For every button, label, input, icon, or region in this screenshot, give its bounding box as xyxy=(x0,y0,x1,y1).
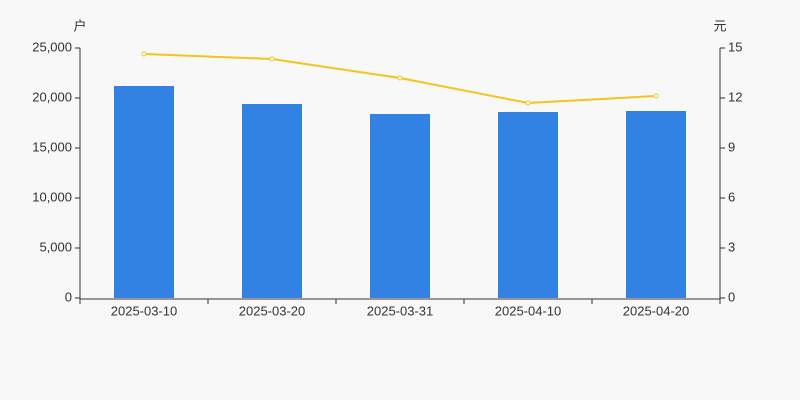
y2-tick-label: 12 xyxy=(728,89,742,104)
bar xyxy=(370,114,430,298)
y2-tick-label: 9 xyxy=(728,139,735,154)
line-point xyxy=(397,75,403,81)
y-tick-label: 0 xyxy=(65,289,72,304)
x-tick-label: 2025-04-20 xyxy=(623,303,690,318)
y2-tick-label: 6 xyxy=(728,189,735,204)
y-axis-unit: 户 xyxy=(73,18,86,33)
bar xyxy=(498,112,558,298)
y-tick-label: 25,000 xyxy=(32,39,72,54)
x-tick-label: 2025-04-10 xyxy=(495,303,562,318)
y-tick-label: 20,000 xyxy=(32,89,72,104)
line-point xyxy=(141,51,147,57)
x-tick-label: 2025-03-10 xyxy=(111,303,178,318)
bar xyxy=(626,111,686,298)
line-point xyxy=(269,56,275,62)
y-tick-label: 5,000 xyxy=(39,239,72,254)
line-point xyxy=(653,93,659,99)
y2-tick-label: 3 xyxy=(728,239,735,254)
y-tick-label: 10,000 xyxy=(32,189,72,204)
y-tick-label: 15,000 xyxy=(32,139,72,154)
y2-tick-label: 0 xyxy=(728,289,735,304)
y2-tick-label: 15 xyxy=(728,39,742,54)
x-tick-label: 2025-03-20 xyxy=(239,303,306,318)
x-tick-label: 2025-03-31 xyxy=(367,303,434,318)
bar xyxy=(114,86,174,298)
line-point xyxy=(525,100,531,106)
y2-axis-unit: 元 xyxy=(713,18,726,33)
bar xyxy=(242,104,302,298)
